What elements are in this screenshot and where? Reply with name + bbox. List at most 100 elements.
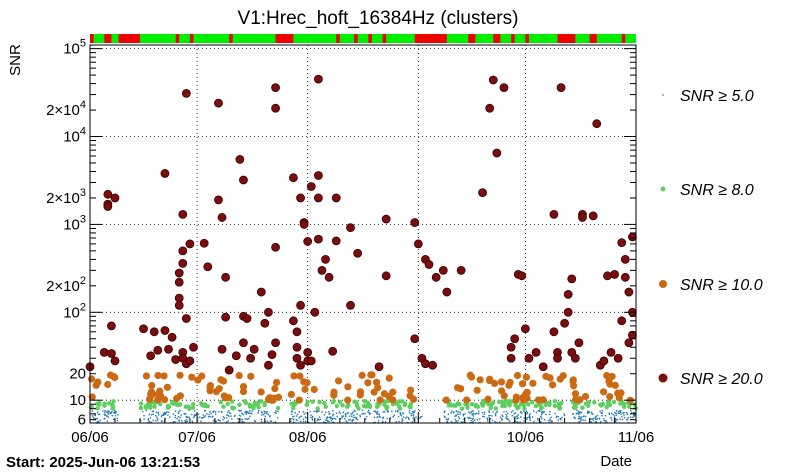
point-snr5 xyxy=(245,410,247,413)
point-snr5 xyxy=(590,421,592,423)
point-snr8 xyxy=(473,402,478,408)
point-snr5 xyxy=(163,414,165,416)
point-snr8 xyxy=(218,399,223,405)
point-snr8 xyxy=(592,400,597,405)
point-snr5 xyxy=(579,411,582,413)
point-snr5 xyxy=(478,412,480,414)
point-snr5 xyxy=(212,411,214,414)
y-axis-title: SNR xyxy=(7,44,24,76)
point-snr5 xyxy=(157,411,160,413)
point-snr5 xyxy=(501,419,503,421)
point-snr5 xyxy=(482,415,484,418)
point-snr5 xyxy=(531,416,534,418)
point-snr5 xyxy=(295,415,298,417)
point-snr5 xyxy=(204,415,207,417)
point-snr5 xyxy=(150,414,153,416)
point-snr5 xyxy=(202,416,204,419)
point-snr10 xyxy=(490,379,499,388)
point-snr5 xyxy=(203,416,206,418)
point-snr10 xyxy=(523,394,531,402)
y-tick-label: 10 xyxy=(69,392,86,409)
point-snr5 xyxy=(225,421,228,423)
point-snr5 xyxy=(231,418,233,420)
point-snr20 xyxy=(524,353,534,363)
point-snr20 xyxy=(617,238,627,248)
point-snr5 xyxy=(292,415,294,418)
point-snr5 xyxy=(537,418,539,420)
point-snr5 xyxy=(344,417,346,420)
point-snr10 xyxy=(498,387,506,395)
point-snr5 xyxy=(229,412,232,415)
point-snr5 xyxy=(633,415,635,417)
point-snr5 xyxy=(154,414,157,417)
point-snr5 xyxy=(621,415,623,418)
point-snr5 xyxy=(386,417,388,420)
point-snr5 xyxy=(630,416,632,418)
point-snr20 xyxy=(431,272,441,282)
point-snr5 xyxy=(152,410,155,412)
point-snr5 xyxy=(267,413,270,416)
point-snr20 xyxy=(492,148,502,158)
point-snr5 xyxy=(104,414,107,416)
point-snr5 xyxy=(356,413,358,415)
point-snr5 xyxy=(107,412,109,414)
point-snr5 xyxy=(201,417,203,419)
point-snr5 xyxy=(383,411,386,413)
point-snr5 xyxy=(453,411,455,413)
state-bar-down-segment xyxy=(468,34,476,43)
point-snr5 xyxy=(503,411,505,413)
state-bar-down-segment xyxy=(90,34,94,43)
point-snr5 xyxy=(626,419,629,421)
chart-title: V1:Hrec_hoft_16384Hz (clusters) xyxy=(238,8,519,29)
point-snr5 xyxy=(220,410,223,413)
point-snr5 xyxy=(577,412,580,414)
point-snr5 xyxy=(619,418,621,420)
point-snr8 xyxy=(552,398,558,404)
point-snr5 xyxy=(611,419,613,421)
point-snr5 xyxy=(180,420,183,422)
point-snr5 xyxy=(580,416,582,418)
point-snr8 xyxy=(254,401,259,406)
point-snr5 xyxy=(266,412,268,415)
point-snr20 xyxy=(256,287,266,297)
point-snr5 xyxy=(529,417,531,420)
point-snr5 xyxy=(382,416,384,419)
point-snr5 xyxy=(300,420,302,423)
point-snr8 xyxy=(402,401,408,406)
point-snr8 xyxy=(451,403,456,408)
point-snr5 xyxy=(471,410,473,412)
grid-lines xyxy=(90,45,636,423)
point-snr5 xyxy=(532,410,535,412)
point-snr5 xyxy=(155,411,157,413)
point-snr8 xyxy=(557,405,562,410)
point-snr5 xyxy=(462,413,465,416)
point-snr8 xyxy=(345,404,350,409)
point-snr5 xyxy=(261,411,263,414)
point-snr5 xyxy=(156,416,158,418)
point-snr10 xyxy=(599,388,608,396)
point-snr5 xyxy=(107,413,110,415)
point-snr5 xyxy=(348,415,351,417)
point-snr5 xyxy=(472,415,474,417)
point-snr20 xyxy=(331,193,341,203)
legend-marker xyxy=(659,280,667,288)
point-snr5 xyxy=(222,416,225,418)
point-snr5 xyxy=(174,410,177,412)
point-snr20 xyxy=(178,259,188,268)
point-snr8 xyxy=(356,406,361,411)
point-snr5 xyxy=(352,419,354,421)
point-snr5 xyxy=(237,421,239,424)
point-snr20 xyxy=(231,351,241,361)
point-snr20 xyxy=(292,353,302,363)
point-snr5 xyxy=(178,419,180,421)
point-snr5 xyxy=(595,421,597,423)
point-snr5 xyxy=(98,413,101,416)
point-snr5 xyxy=(560,418,562,421)
point-snr5 xyxy=(368,412,370,414)
point-snr5 xyxy=(470,421,472,424)
point-snr20 xyxy=(613,353,623,363)
point-snr8 xyxy=(539,405,544,410)
point-snr5 xyxy=(487,420,489,422)
point-snr5 xyxy=(401,419,404,421)
